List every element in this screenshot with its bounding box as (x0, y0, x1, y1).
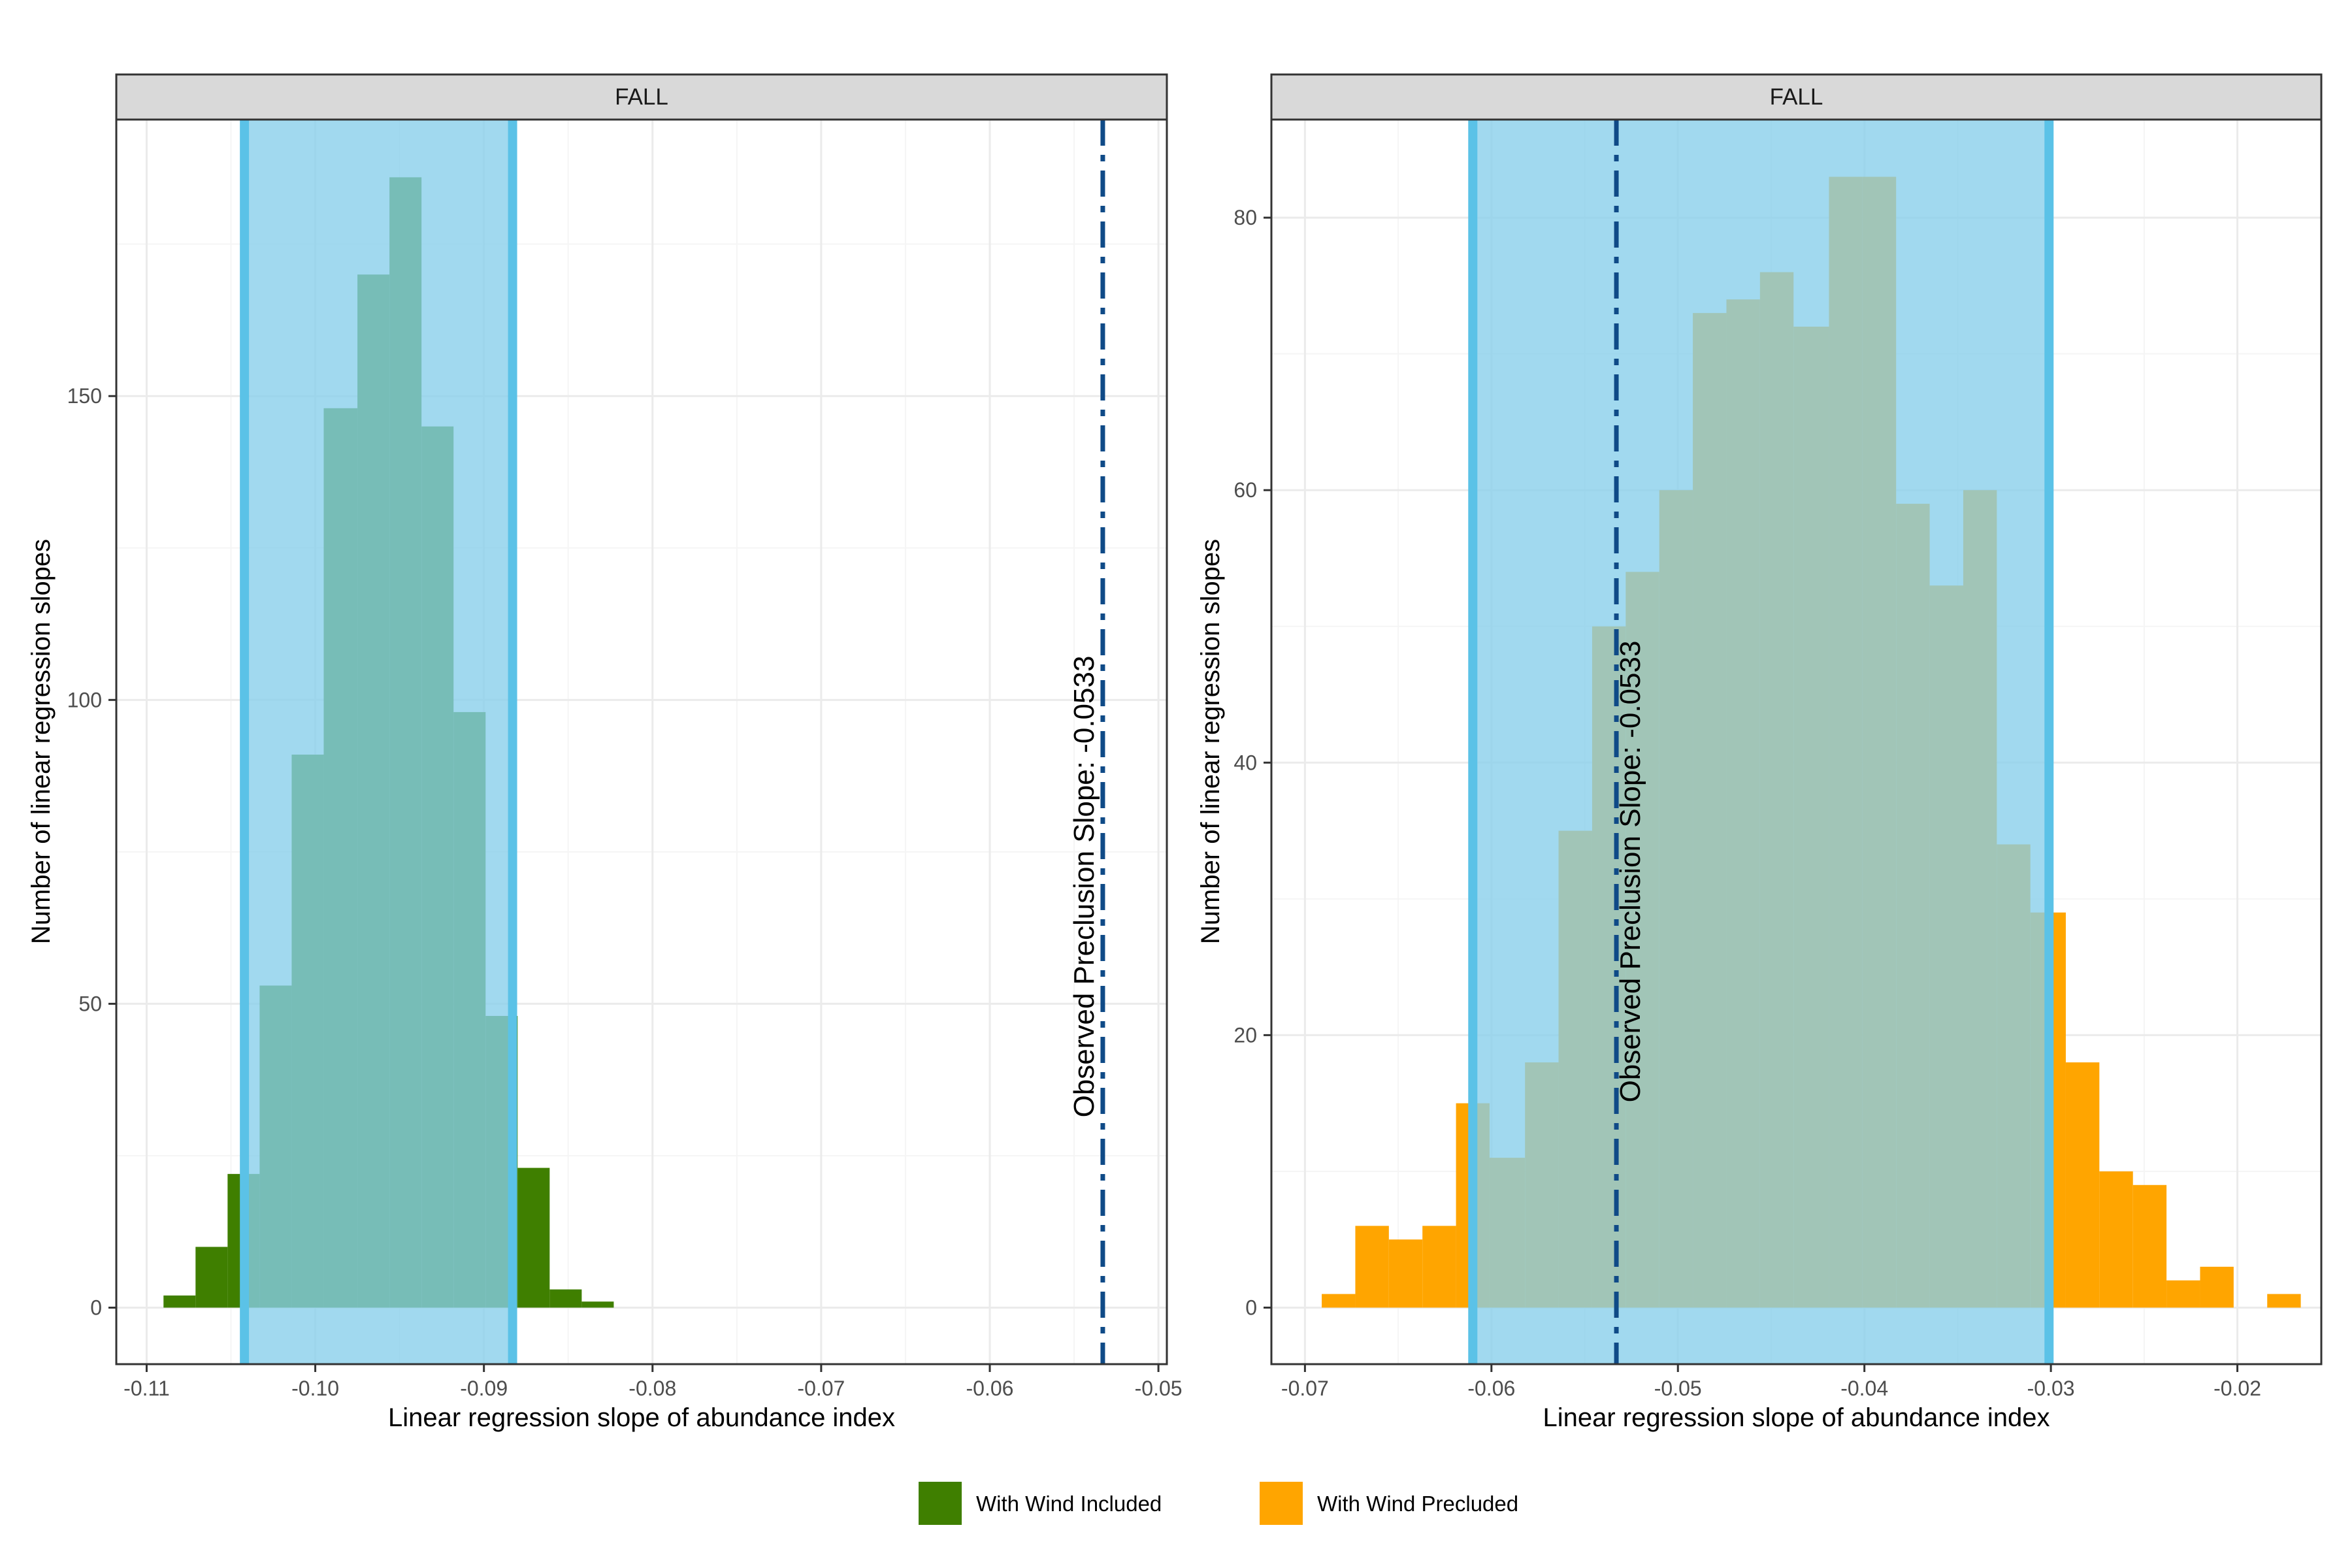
y-tick-label: 50 (78, 992, 102, 1015)
x-tick-label: -0.04 (1840, 1377, 1888, 1400)
x-tick-label: -0.03 (2027, 1377, 2075, 1400)
left-panel: Observed Preclusion Slope: -0.0533 FALL -0… (27, 73, 1183, 1432)
histogram-bar (2267, 1294, 2301, 1308)
histogram-bar (2099, 1171, 2133, 1308)
legend-key-included (919, 1482, 962, 1525)
x-tick-label: -0.09 (460, 1377, 508, 1400)
legend-key-precluded (1260, 1482, 1303, 1525)
y-tick-label: 80 (1233, 206, 1257, 229)
histogram-bar (1388, 1239, 1423, 1308)
histogram-bar (549, 1289, 582, 1308)
y-tick-label: 100 (67, 688, 102, 711)
legend-label-precluded: With Wind Precluded (1317, 1492, 1518, 1516)
y-tick-label: 40 (1233, 751, 1257, 774)
observed-slope-label: Observed Preclusion Slope: -0.0533 (1068, 656, 1100, 1118)
facet-strip-label: FALL (1770, 84, 1823, 110)
x-tick-label: -0.07 (797, 1377, 845, 1400)
histogram-bar (1355, 1226, 1389, 1308)
y-tick-label: 20 (1233, 1023, 1257, 1047)
histogram-bar (517, 1168, 550, 1308)
y-tick-label: 150 (67, 384, 102, 408)
legend-label-included: With Wind Included (976, 1492, 1162, 1516)
x-axis-title: Linear regression slope of abundance ind… (1543, 1403, 2050, 1432)
legend: With Wind Included With Wind Precluded (919, 1482, 1518, 1525)
x-tick-label: -0.05 (1654, 1377, 1702, 1400)
histogram-bar (581, 1301, 614, 1308)
x-tick-label: -0.02 (2213, 1377, 2261, 1400)
facet-strip-label: FALL (615, 84, 668, 110)
right-panel: Observed Preclusion Slope: -0.0533 FALL -0… (1196, 73, 2323, 1432)
histogram-bar (195, 1247, 228, 1308)
histogram-bar (1422, 1226, 1456, 1308)
histogram-bar (2166, 1280, 2200, 1308)
y-tick-label: 0 (1245, 1296, 1257, 1319)
y-axis-title: Number of linear regression slopes (1196, 539, 1225, 944)
observed-slope-label: Observed Preclusion Slope: -0.0533 (1614, 641, 1646, 1103)
interval-band (244, 120, 513, 1364)
x-tick-label: -0.05 (1135, 1377, 1183, 1400)
facet-strip (1270, 73, 2323, 121)
x-tick-label: -0.06 (966, 1377, 1014, 1400)
y-axis-title: Number of linear regression slopes (27, 539, 56, 944)
histogram-bar (163, 1295, 196, 1308)
x-axis-title: Linear regression slope of abundance ind… (388, 1403, 895, 1432)
x-tick-label: -0.10 (291, 1377, 339, 1400)
y-tick-label: 0 (90, 1296, 102, 1319)
x-tick-label: -0.08 (629, 1377, 676, 1400)
histogram-bar (1322, 1294, 1356, 1308)
interval-band (1473, 120, 2050, 1364)
x-tick-label: -0.07 (1281, 1377, 1329, 1400)
histogram-bar (2065, 1062, 2100, 1308)
x-tick-label: -0.11 (123, 1377, 170, 1400)
histogram-bar (2132, 1184, 2167, 1308)
x-tick-label: -0.06 (1467, 1377, 1515, 1400)
histogram-bar (2200, 1266, 2234, 1308)
y-tick-label: 60 (1233, 478, 1257, 502)
facet-strip (115, 73, 1168, 121)
